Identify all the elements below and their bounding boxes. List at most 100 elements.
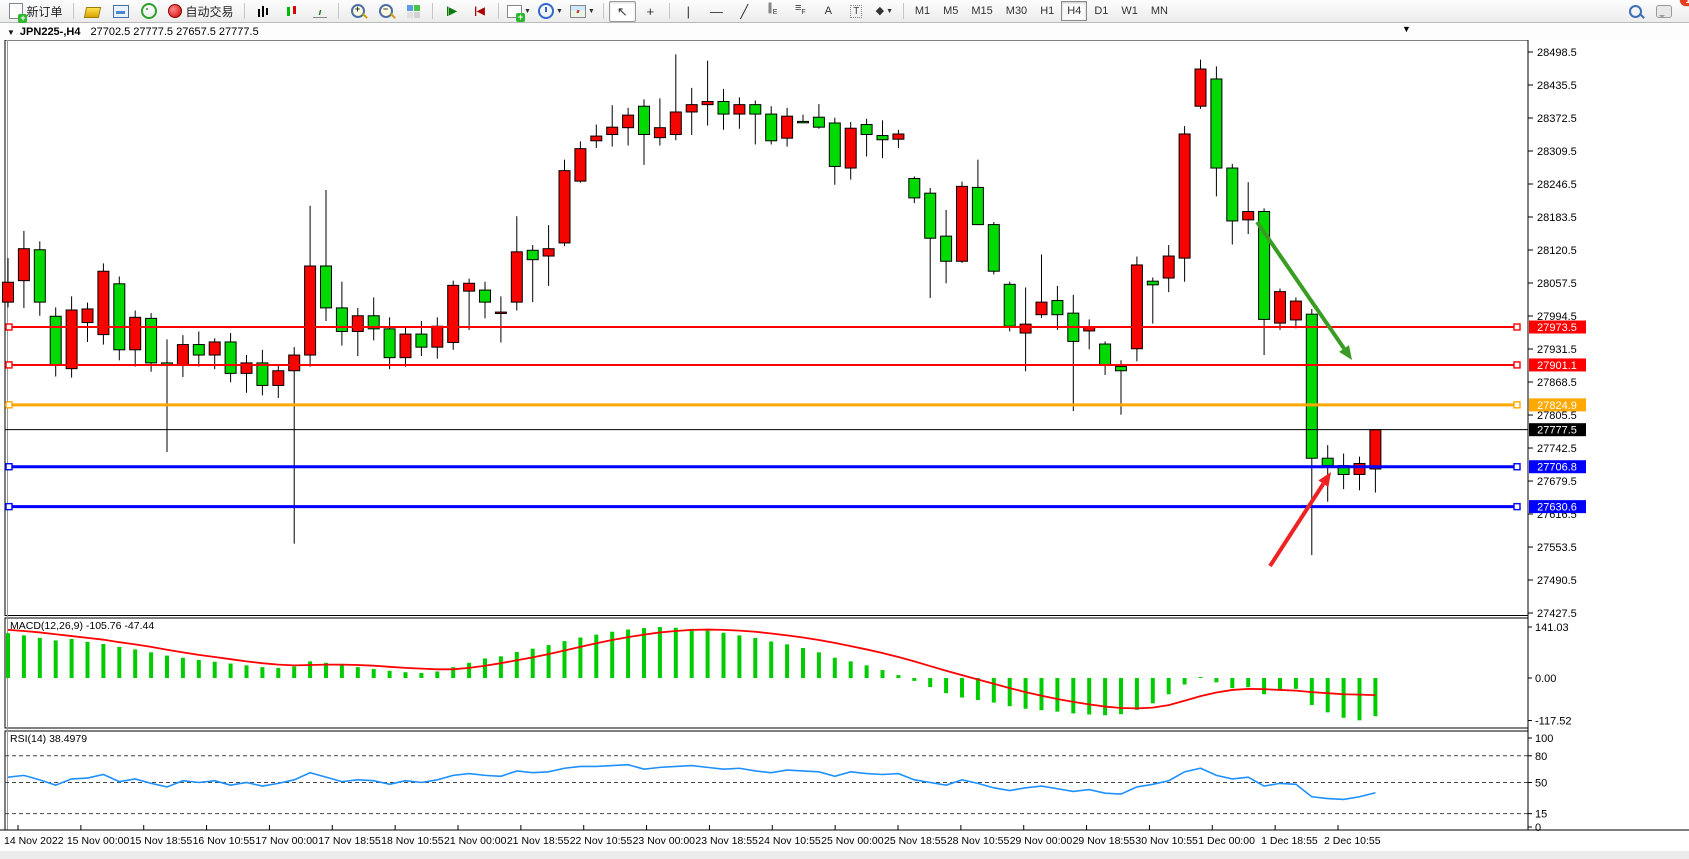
symbol-dropdown-icon[interactable]: ▼ — [7, 27, 15, 37]
candle-body — [399, 333, 412, 359]
chevron-down-icon: ▼ — [587, 7, 595, 15]
line-handle — [5, 323, 13, 331]
candle-body — [2, 281, 14, 303]
price-badge — [1529, 423, 1586, 437]
chart-window-titlebar[interactable]: ▼ JPN225-,H4 27702.5 27777.5 27657.5 277… — [0, 24, 1689, 40]
time-tick-label: 17 Nov 00:00 — [255, 835, 318, 847]
search-button[interactable] — [1622, 1, 1649, 22]
macd-panel — [4, 617, 1529, 729]
price-badge-label: 27777.5 — [1537, 425, 1577, 437]
chart-caret-icon[interactable]: ▼ — [1402, 24, 1411, 34]
new-chart-icon — [507, 4, 525, 22]
candlestick-chart-button[interactable] — [278, 1, 305, 22]
new-order-button[interactable]: 新订单 — [4, 1, 68, 23]
timeframe-button-M15[interactable]: M15 — [971, 5, 993, 17]
candle-body — [383, 328, 396, 359]
price-tick-label: 27679.5 — [1537, 476, 1577, 488]
candle-body — [574, 148, 587, 182]
chart-shift-button[interactable]: |◀ — [466, 1, 493, 22]
time-tick-label: 18 Nov 10:55 — [381, 835, 444, 847]
bar-chart-button[interactable] — [250, 1, 277, 22]
sell-pressure-arrow — [1255, 220, 1346, 350]
candle-body — [924, 192, 937, 239]
rsi-axis-label: 50 — [1535, 778, 1547, 790]
candle-body — [733, 104, 746, 115]
time-axis: 14 Nov 2022 15 Nov 00:00 15 Nov 18:55 16 No… — [0, 825, 1689, 859]
macd-label: MACD(12,26,9) -105.76 -47.44 — [10, 620, 154, 632]
deposit-button[interactable] — [79, 1, 106, 22]
timeframe-button-M30[interactable]: M30 — [1005, 5, 1028, 17]
price-badge-label: 27630.6 — [1537, 502, 1577, 514]
candle-body — [1210, 78, 1223, 169]
zoom-out-button[interactable]: − — [372, 1, 399, 22]
chevron-down-icon: ▼ — [886, 7, 894, 15]
horizontal-level-lines[interactable] — [5, 323, 1521, 511]
signals-button[interactable] — [135, 1, 162, 22]
price-tick-label: 27553.5 — [1537, 542, 1577, 554]
timeframe-button-MN[interactable]: MN — [1150, 5, 1168, 17]
candle-body — [113, 283, 126, 351]
time-tick-label: 25 Nov 00:00 — [821, 835, 884, 847]
cursor-tool-button[interactable]: ↖ — [608, 0, 636, 22]
candle-body — [812, 116, 825, 128]
candle-body — [129, 316, 142, 351]
channel-tool-button[interactable]: ∥E — [759, 1, 786, 22]
timeframe-button-H1[interactable]: H1 — [1040, 5, 1055, 17]
tile-windows-button[interactable] — [400, 1, 427, 22]
auto-scroll-button[interactable]: |▶ — [438, 1, 465, 22]
gold-icon — [83, 7, 102, 18]
new-chart-button[interactable]: ▼ — [504, 1, 534, 22]
candle-body — [717, 101, 730, 115]
fibonacci-tool-button[interactable]: ≡F — [787, 1, 814, 22]
timeframe-button-M5[interactable]: M5 — [943, 5, 959, 17]
candle-body — [65, 309, 78, 370]
time-tick-label: 23 Nov 00:00 — [633, 835, 696, 847]
drawn-arrows[interactable] — [1255, 220, 1352, 568]
line-handle — [1513, 361, 1521, 369]
candle-body — [494, 311, 507, 314]
price-tick-label: 28246.5 — [1537, 179, 1577, 191]
toolbar-separator — [668, 3, 670, 19]
candle-body — [431, 325, 444, 348]
candle-body — [447, 284, 460, 343]
trendline-tool-button[interactable]: ╱ — [731, 1, 758, 22]
crosshair-tool-button[interactable]: + — [637, 1, 664, 22]
timeframe-button-H4[interactable]: H4 — [1061, 1, 1088, 21]
autotrading-button[interactable]: 自动交易 — [163, 1, 239, 22]
candle-body — [781, 115, 794, 139]
horizontal-line-tool-button[interactable]: — — [703, 1, 730, 22]
text-label-icon: T — [850, 4, 863, 18]
candle-body — [844, 127, 857, 169]
timeframe-button-M1[interactable]: M1 — [914, 5, 931, 17]
line-chart-button[interactable] — [306, 1, 333, 22]
notifications-button[interactable]: 1 — [1650, 0, 1689, 22]
time-tick-label: 15 Nov 00:00 — [67, 835, 130, 847]
market-watch-button[interactable] — [107, 1, 134, 22]
periods-button[interactable]: ▼ — [535, 1, 566, 22]
text-tool-button[interactable]: A — [815, 1, 842, 22]
shapes-tool-button[interactable]: ◆ ▼ — [871, 1, 898, 22]
timeframe-button-W1[interactable]: W1 — [1121, 5, 1138, 17]
vertical-line-tool-button[interactable]: | — [675, 1, 702, 22]
candle-body — [653, 127, 666, 139]
candle-body — [685, 104, 698, 113]
chevron-down-icon: ▼ — [555, 7, 563, 15]
rsi-panel — [4, 730, 1529, 831]
timeframe-button-D1[interactable]: D1 — [1094, 5, 1109, 17]
time-tick-label: 25 Nov 18:55 — [884, 835, 947, 847]
zoom-in-button[interactable]: + — [344, 1, 371, 22]
text-icon: A — [824, 4, 832, 17]
chat-bubble-icon — [1655, 4, 1672, 18]
price-badge — [1529, 320, 1586, 334]
auto-scroll-icon: |▶ — [446, 5, 457, 17]
candle-body — [224, 341, 237, 374]
candle-body — [956, 185, 968, 262]
candle-body — [1035, 301, 1048, 316]
macd-indicator — [6, 627, 1378, 721]
text-label-tool-button[interactable]: T — [843, 1, 870, 22]
price-tick-label: 28120.5 — [1537, 245, 1577, 257]
templates-button[interactable]: ▼ — [567, 1, 598, 22]
chart-canvas[interactable]: 28498.5 28435.5 28372.5 28309.5 28246.5 28183… — [0, 40, 1689, 859]
candle-body — [1051, 300, 1064, 316]
